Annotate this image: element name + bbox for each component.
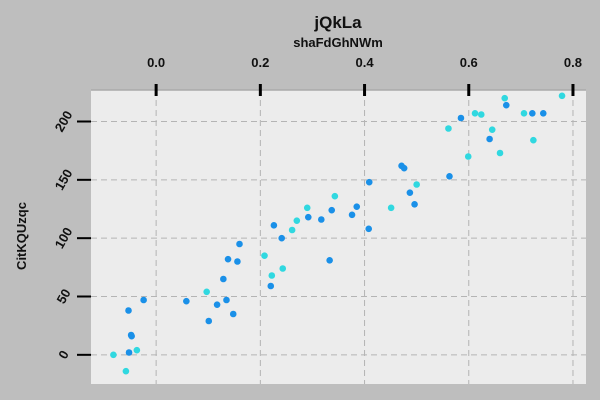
data-point (413, 181, 420, 188)
data-point (183, 297, 190, 305)
x-axis-ticks: 0.0 0.2 0.4 0.6 0.8 (147, 55, 582, 96)
data-point (279, 265, 287, 272)
data-point (477, 111, 485, 118)
x-tick-label: 0.2 (251, 55, 269, 70)
data-point (558, 92, 566, 100)
data-point (365, 178, 373, 186)
data-points (110, 92, 566, 375)
data-point (270, 222, 278, 229)
data-point (293, 217, 301, 224)
data-point (278, 234, 286, 242)
data-point (400, 164, 408, 172)
x-tick-label: 0.4 (356, 55, 375, 70)
data-point (328, 206, 336, 214)
data-point (457, 114, 465, 122)
chart-title: jQkLa (313, 13, 362, 32)
chart-subtitle: shaFdGhNWm (293, 35, 383, 50)
data-point (411, 201, 418, 208)
y-tick-label: 100 (52, 225, 76, 251)
data-point (331, 192, 339, 200)
data-point (110, 351, 117, 359)
data-point (529, 110, 536, 117)
data-point (445, 125, 452, 132)
data-point (133, 346, 141, 354)
y-tick-label: 150 (52, 166, 76, 192)
data-point (326, 257, 333, 264)
plot-panel (91, 90, 586, 384)
y-axis-label: CitKQUzqc (14, 202, 29, 270)
data-point (502, 101, 510, 109)
y-axis-ticks: 0 50 100 150 200 (52, 108, 91, 361)
data-point (268, 272, 276, 279)
y-tick-label: 200 (52, 108, 76, 134)
data-point (125, 349, 133, 356)
data-point (267, 282, 275, 290)
data-point (205, 317, 213, 325)
data-point (471, 110, 479, 117)
data-point (530, 136, 537, 144)
data-point (261, 252, 268, 259)
data-point (125, 307, 132, 314)
data-point (229, 310, 237, 318)
grid-layer (91, 90, 586, 384)
y-tick-label: 0 (55, 348, 72, 362)
data-point (446, 173, 453, 180)
data-point (464, 153, 472, 160)
data-point (224, 255, 232, 263)
data-point (304, 213, 312, 221)
data-point (353, 203, 361, 210)
data-point (539, 110, 547, 117)
data-point (122, 367, 130, 375)
data-point (203, 288, 210, 296)
data-point (223, 296, 230, 304)
data-point (318, 216, 325, 223)
data-point (220, 275, 227, 283)
data-point (128, 332, 135, 340)
data-point (236, 240, 243, 248)
data-point (520, 110, 528, 117)
data-point (234, 258, 241, 265)
data-point (213, 301, 221, 308)
data-point (486, 135, 493, 143)
x-tick-label: 0.0 (147, 55, 165, 70)
data-point (406, 189, 414, 196)
data-point (303, 204, 311, 212)
x-tick-label: 0.6 (460, 55, 478, 70)
data-point (348, 211, 356, 219)
data-point (365, 225, 373, 233)
data-point (387, 204, 395, 212)
data-point (501, 94, 509, 102)
x-tick-label: 0.8 (564, 55, 582, 70)
data-point (496, 149, 504, 157)
data-point (288, 226, 296, 234)
data-point (140, 296, 147, 304)
data-point (488, 126, 496, 133)
y-tick-label: 50 (53, 286, 73, 306)
